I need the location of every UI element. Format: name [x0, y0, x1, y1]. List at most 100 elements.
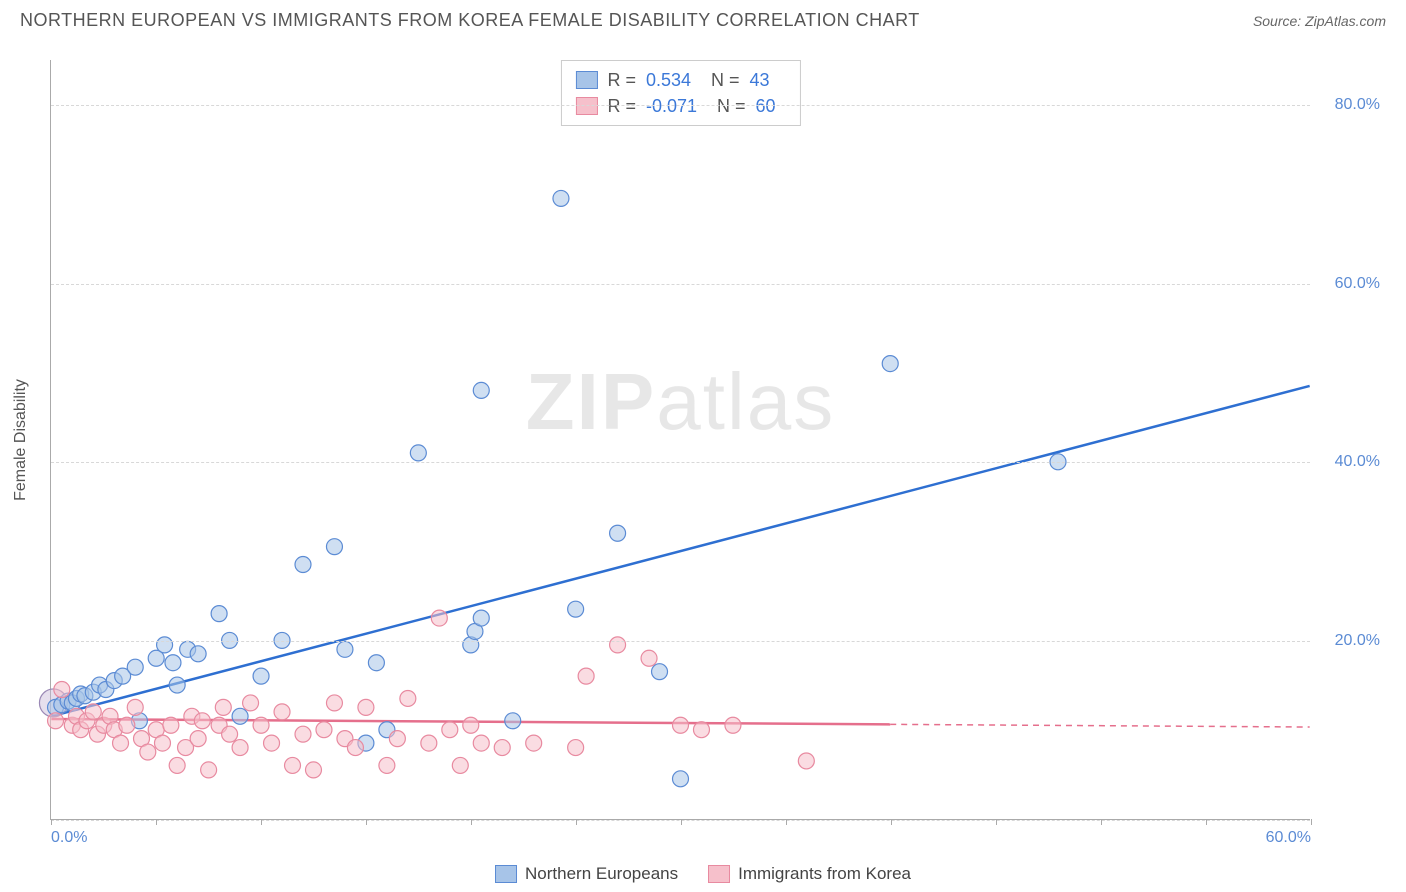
x-tick [1206, 819, 1207, 825]
scatter-point [140, 744, 156, 760]
scatter-point [264, 735, 280, 751]
scatter-point [568, 740, 584, 756]
x-tick [261, 819, 262, 825]
scatter-point [253, 717, 269, 733]
series-legend: Northern Europeans Immigrants from Korea [495, 864, 911, 884]
scatter-point [163, 717, 179, 733]
source-name[interactable]: ZipAtlas.com [1305, 13, 1386, 29]
scatter-point [400, 690, 416, 706]
y-tick-label: 80.0% [1320, 96, 1380, 114]
legend-label-series-1: Northern Europeans [525, 864, 678, 884]
scatter-point [190, 731, 206, 747]
scatter-point [215, 699, 231, 715]
scatter-point [337, 641, 353, 657]
swatch-series-1 [575, 71, 597, 89]
scatter-points-layer [51, 60, 1310, 819]
scatter-point [201, 762, 217, 778]
r-value-series-2: -0.071 [646, 93, 697, 119]
scatter-point [368, 655, 384, 671]
stats-row-series-2: R = -0.071 N = 60 [575, 93, 785, 119]
gridline [51, 641, 1310, 642]
scatter-point [169, 677, 185, 693]
scatter-point [553, 190, 569, 206]
source-label: Source: [1253, 13, 1301, 29]
chart-area: ZIPatlas R = 0.534 N = 43 R = -0.071 N =… [50, 60, 1310, 820]
scatter-point [326, 539, 342, 555]
legend-item-series-2: Immigrants from Korea [708, 864, 911, 884]
r-value-series-1: 0.534 [646, 67, 691, 93]
scatter-point [379, 757, 395, 773]
swatch-series-2 [575, 97, 597, 115]
scatter-point [274, 704, 290, 720]
scatter-point [113, 735, 129, 751]
scatter-point [119, 717, 135, 733]
r-label: R = [607, 67, 636, 93]
x-tick [681, 819, 682, 825]
x-tick [576, 819, 577, 825]
scatter-point [610, 525, 626, 541]
scatter-point [389, 731, 405, 747]
scatter-point [243, 695, 259, 711]
scatter-point [410, 445, 426, 461]
scatter-point [652, 664, 668, 680]
scatter-point [641, 650, 657, 666]
scatter-point [442, 722, 458, 738]
x-tick [1311, 819, 1312, 825]
scatter-point [253, 668, 269, 684]
scatter-point [127, 699, 143, 715]
stats-legend: R = 0.534 N = 43 R = -0.071 N = 60 [560, 60, 800, 126]
stats-row-series-1: R = 0.534 N = 43 [575, 67, 785, 93]
gridline [51, 284, 1310, 285]
scatter-point [452, 757, 468, 773]
scatter-point [190, 646, 206, 662]
scatter-point [232, 708, 248, 724]
scatter-point [127, 659, 143, 675]
x-tick [1101, 819, 1102, 825]
scatter-point [578, 668, 594, 684]
scatter-point [326, 695, 342, 711]
n-value-series-1: 43 [750, 67, 770, 93]
gridline [51, 462, 1310, 463]
scatter-point [305, 762, 321, 778]
scatter-point [285, 757, 301, 773]
scatter-point [673, 771, 689, 787]
scatter-point [693, 722, 709, 738]
source-attribution: Source: ZipAtlas.com [1253, 13, 1386, 29]
scatter-point [421, 735, 437, 751]
scatter-point [431, 610, 447, 626]
x-tick [51, 819, 52, 825]
x-tick [366, 819, 367, 825]
x-tick [996, 819, 997, 825]
x-tick-label: 0.0% [51, 829, 87, 847]
n-label: N = [717, 93, 746, 119]
scatter-point [347, 740, 363, 756]
gridline [51, 105, 1310, 106]
scatter-point [211, 606, 227, 622]
scatter-point [725, 717, 741, 733]
r-label: R = [607, 93, 636, 119]
n-label: N = [711, 67, 740, 93]
scatter-point [295, 557, 311, 573]
x-tick [891, 819, 892, 825]
scatter-point [157, 637, 173, 653]
scatter-point [169, 757, 185, 773]
plot-region: ZIPatlas R = 0.534 N = 43 R = -0.071 N =… [50, 60, 1310, 820]
scatter-point [194, 713, 210, 729]
scatter-point [494, 740, 510, 756]
y-axis-label: Female Disability [12, 379, 30, 501]
x-tick [471, 819, 472, 825]
x-tick [786, 819, 787, 825]
y-tick-label: 20.0% [1320, 632, 1380, 650]
scatter-point [48, 713, 64, 729]
scatter-point [54, 682, 70, 698]
scatter-point [882, 356, 898, 372]
scatter-point [316, 722, 332, 738]
scatter-point [568, 601, 584, 617]
scatter-point [463, 717, 479, 733]
x-tick [156, 819, 157, 825]
scatter-point [473, 610, 489, 626]
scatter-point [154, 735, 170, 751]
scatter-point [222, 726, 238, 742]
swatch-series-1 [495, 865, 517, 883]
x-tick-label: 60.0% [1266, 829, 1311, 847]
